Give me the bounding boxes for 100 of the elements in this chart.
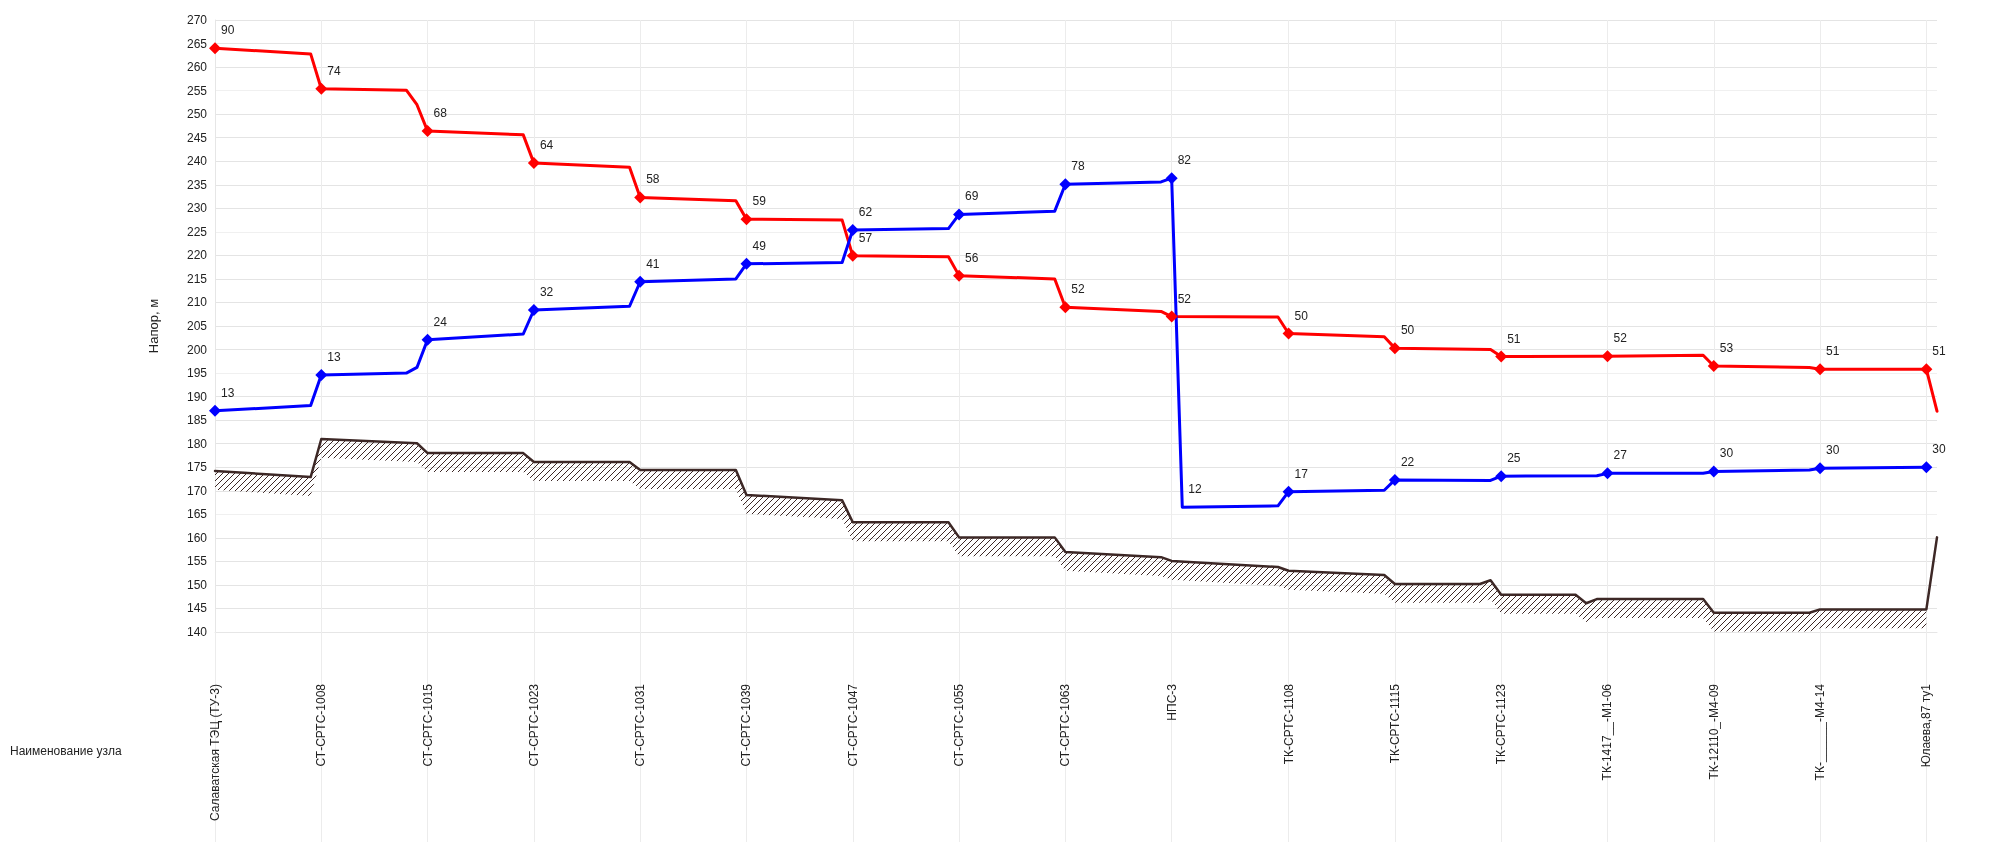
x-tick-label: СТ-СРТС-1015 [420,683,435,767]
point [209,404,221,417]
point [953,208,966,221]
x-tick-label: Юлаева,87 ту1 [1919,683,1934,768]
y-tick-label: 255 [186,83,208,98]
y-tick-label: 225 [186,224,208,239]
x-tick-label: СТ-СРТС-1008 [314,683,329,767]
annotation: 51 [1826,344,1840,359]
y-tick-label: 220 [186,248,208,263]
y-tick-label: 175 [186,460,208,475]
annotation: 59 [752,194,767,209]
annotation: 52 [1071,282,1086,297]
x-tick-label: СТ-СРТС-1063 [1058,683,1073,767]
y-tick-label: 160 [186,530,208,545]
y-tick-label: 250 [186,107,208,122]
y-tick-label: 245 [186,130,208,145]
y-axis-title: Напор, м [146,298,161,354]
y-tick-label: 155 [186,554,208,569]
annotation: 51 [1932,344,1947,359]
annotation: 53 [1719,341,1734,356]
point [1920,363,1933,376]
y-tick-label: 230 [186,201,208,216]
annotation: 78 [1071,159,1086,174]
point [1059,178,1072,191]
annotation: 50 [1400,323,1415,338]
annotation: 62 [858,204,873,219]
annotation: 56 [965,250,979,265]
x-tick-label: ТК-______-М4-14 [1813,683,1828,781]
annotation: 74 [327,63,341,78]
x-tick-label: СТ-СРТС-1031 [633,683,648,767]
x-tick-label: СТ-СРТС-1039 [739,683,754,767]
annotation: 52 [1177,291,1192,306]
y-tick-label: 190 [186,389,208,404]
annotation: 49 [752,238,767,253]
x-tick-label: СТ-СРТС-1047 [845,683,860,767]
y-tick-label: 185 [186,413,208,428]
point [1165,310,1178,323]
y-tick-label: 200 [186,342,208,357]
x-tick-label: СТ-СРТС-1023 [526,683,541,767]
point [315,368,328,381]
y-tick-label: 195 [186,366,208,381]
y-tick-label: 260 [186,60,208,75]
point [209,42,221,55]
point [421,333,434,346]
annotation: 13 [221,385,235,400]
point [527,303,540,316]
point [1388,473,1401,486]
x-tick-label: ТК-12110_-М4-09 [1706,683,1721,780]
annotation: 90 [221,23,235,38]
annotation: 22 [1400,454,1415,469]
point [1707,465,1720,478]
y-tick-label: 205 [186,319,208,333]
point [1495,470,1508,483]
point [1282,327,1295,340]
y-tick-label: 270 [186,13,208,27]
y-tick-label: 180 [186,436,208,451]
annotation: 50 [1294,308,1309,323]
y-tick-label: 150 [186,577,208,592]
y-tick-label: 240 [186,154,208,169]
y-tick-label: 235 [186,177,208,192]
point [846,223,859,236]
annotation: 32 [539,284,554,299]
point [1601,467,1614,480]
point [421,125,434,138]
point [1707,360,1720,373]
x-tick-label: ТК-СРТС-1108 [1281,683,1296,765]
point [1601,350,1614,363]
y-tick-label: 210 [186,295,208,310]
annotation: 82 [1177,153,1192,168]
annotation: 17 [1294,466,1309,481]
y-tick-label: 215 [186,271,208,286]
y-tick-label: 145 [186,601,208,616]
y-tick-label: 265 [186,36,208,51]
text: Наименование узла [10,744,122,758]
annotation: 68 [433,106,448,121]
annotation: 27 [1613,448,1628,463]
annotation: 12 [1188,482,1202,497]
annotation: 41 [646,256,660,271]
annotation: 30 [1719,446,1734,461]
point [634,191,647,204]
x-tick-label: ТК-1417__-М1-06 [1600,683,1615,781]
point [953,269,966,282]
point [846,249,859,262]
annotation: 30 [1826,443,1840,458]
annotation: 25 [1507,451,1521,466]
point [740,213,753,226]
annotation: 57 [858,230,873,245]
annotation: 69 [965,189,979,204]
y-tick-label: 170 [186,483,208,498]
annotation: 58 [646,172,660,187]
x-tick-label: Салаватская ТЭЦ (ТУ-3) [208,684,222,821]
y-tick-label: 140 [186,625,208,639]
point [1165,172,1178,185]
annotation: 30 [1932,442,1947,457]
point [1282,485,1295,498]
point [1920,461,1933,474]
annotation: 52 [1613,331,1628,346]
point [740,257,753,270]
point [1388,342,1401,355]
point [315,82,328,95]
